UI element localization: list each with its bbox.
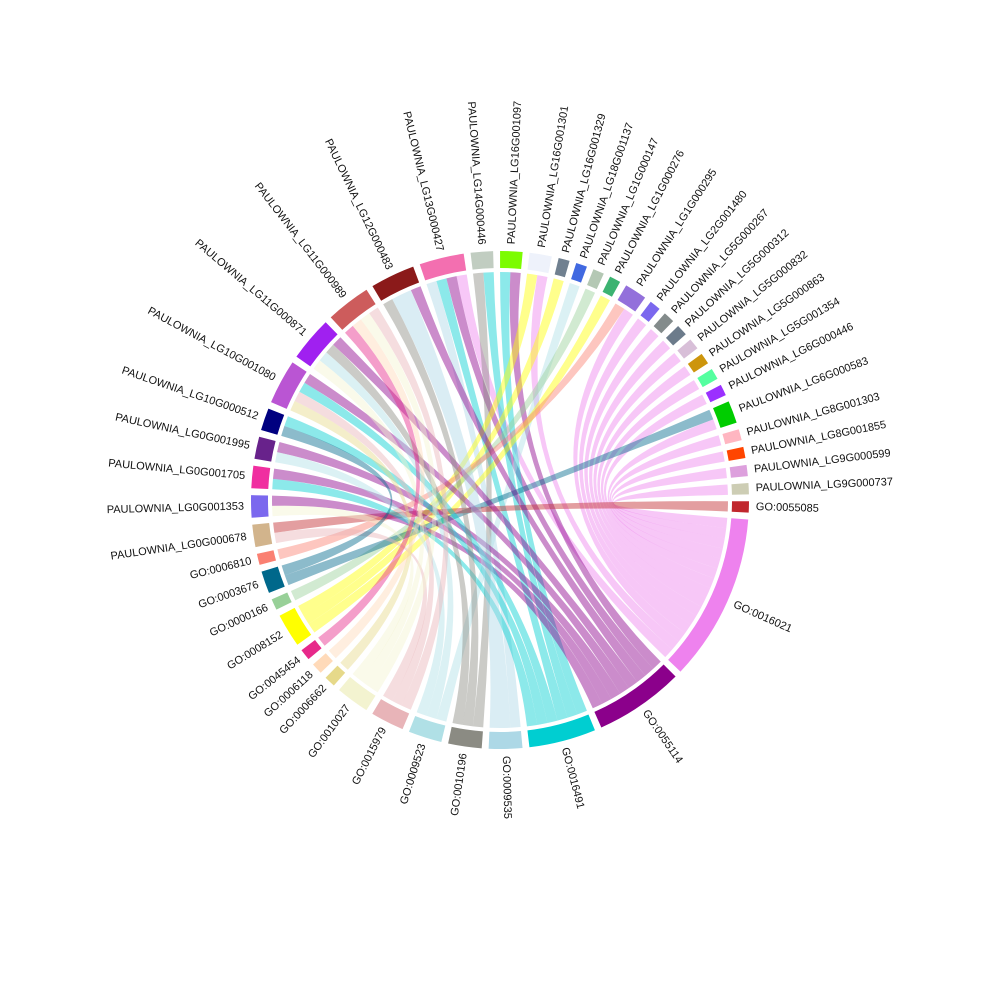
chord xyxy=(509,272,661,669)
chord xyxy=(326,344,470,725)
chord xyxy=(607,419,721,569)
sector xyxy=(640,301,660,322)
sector xyxy=(602,276,621,297)
chord xyxy=(603,394,718,579)
chord xyxy=(328,319,425,659)
chord xyxy=(273,501,728,533)
sector xyxy=(697,369,718,388)
sector xyxy=(419,253,467,281)
chord xyxy=(318,325,420,646)
sector xyxy=(330,289,376,330)
chord xyxy=(392,290,511,729)
chord xyxy=(360,313,437,693)
chord xyxy=(612,467,727,539)
sector xyxy=(587,269,604,290)
sector xyxy=(731,483,749,495)
sector xyxy=(594,664,676,728)
sector-label: PAULOWNIA_LG0G001353 xyxy=(107,501,245,517)
chord xyxy=(284,409,714,586)
chord xyxy=(593,353,707,607)
sector xyxy=(653,313,674,334)
sector xyxy=(527,714,595,748)
chord xyxy=(436,278,568,721)
sector xyxy=(271,592,292,610)
sector xyxy=(251,495,269,518)
chord xyxy=(290,400,413,670)
chord xyxy=(472,272,492,728)
sector xyxy=(261,566,285,593)
sector xyxy=(448,726,483,749)
chord xyxy=(589,340,702,616)
sector xyxy=(296,322,338,367)
chord xyxy=(579,318,691,634)
sector xyxy=(339,677,376,711)
sectors xyxy=(251,251,749,750)
chord xyxy=(597,366,711,598)
chord xyxy=(275,452,445,716)
chord xyxy=(500,272,587,715)
chord xyxy=(281,426,393,576)
sector xyxy=(325,665,346,686)
sector xyxy=(617,285,646,312)
chord xyxy=(600,380,715,589)
sector xyxy=(254,436,276,462)
chord xyxy=(383,299,479,727)
sector xyxy=(500,251,523,269)
sector xyxy=(408,715,446,742)
sector xyxy=(279,607,312,645)
chord xyxy=(530,275,679,650)
chord xyxy=(319,352,454,719)
sector xyxy=(687,353,709,373)
sector xyxy=(677,339,698,359)
sector xyxy=(252,523,273,548)
sector xyxy=(731,501,749,513)
sector-label: GO:0055085 xyxy=(756,501,819,515)
sector xyxy=(571,262,587,283)
sector xyxy=(722,429,742,445)
chord xyxy=(436,282,580,722)
chord xyxy=(613,484,728,529)
sector xyxy=(372,266,420,301)
sector xyxy=(668,518,749,672)
sector-label: GO:0009535 xyxy=(500,756,513,819)
chord xyxy=(333,337,638,689)
chord xyxy=(410,286,646,683)
sector xyxy=(470,251,494,270)
sector xyxy=(271,362,307,409)
sector xyxy=(665,325,686,346)
sector xyxy=(726,446,746,461)
sector xyxy=(313,653,333,673)
sector xyxy=(729,464,748,478)
chord xyxy=(611,451,725,549)
sector xyxy=(251,465,271,490)
sector xyxy=(554,258,570,278)
sector xyxy=(261,408,285,435)
links xyxy=(271,272,728,729)
sector xyxy=(527,252,552,274)
chord xyxy=(609,435,723,559)
chord xyxy=(584,329,697,625)
chord xyxy=(483,272,578,718)
sector xyxy=(301,640,322,660)
chord xyxy=(426,281,521,728)
sector xyxy=(372,699,410,730)
sector xyxy=(713,401,737,428)
sector xyxy=(256,550,277,565)
sector xyxy=(705,384,726,403)
sector xyxy=(488,731,523,750)
